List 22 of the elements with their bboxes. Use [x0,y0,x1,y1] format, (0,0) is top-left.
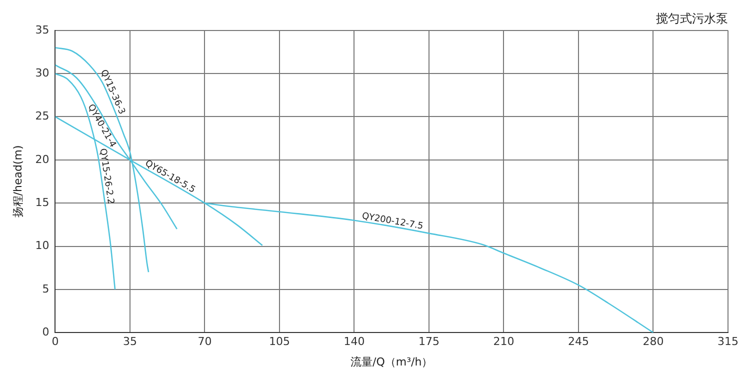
text: QY15-26-2.2 [97,148,116,206]
x-tick-label: 105 [268,335,290,348]
y-tick-label: 30 [35,66,50,80]
x-tick-label: 280 [642,335,664,348]
x-tick-label: 140 [344,335,365,348]
y-tick-label: 0 [42,325,50,338]
y-tick-label: 35 [35,23,50,36]
y-tick-label: 10 [35,239,50,252]
x-tick-label: 175 [418,335,440,348]
x-tick-label: 210 [493,335,514,348]
y-tick-label: 5 [42,282,50,296]
x-tick-label: 0 [52,335,59,348]
x-tick-label: 245 [568,335,589,348]
x-tick-label: 35 [122,335,137,348]
chart-title: 搅匀式污水泵 [656,11,728,26]
x-tick-label: 315 [718,335,738,348]
y-tick-label: 25 [35,110,50,123]
x-axis-title: 流量/Q（m³/h） [350,355,433,368]
y-tick-label: 15 [35,196,50,209]
y-tick-label: 20 [35,152,50,166]
y-axis-title: 扬程/head(m) [11,145,24,218]
x-tick-label: 70 [198,335,212,348]
